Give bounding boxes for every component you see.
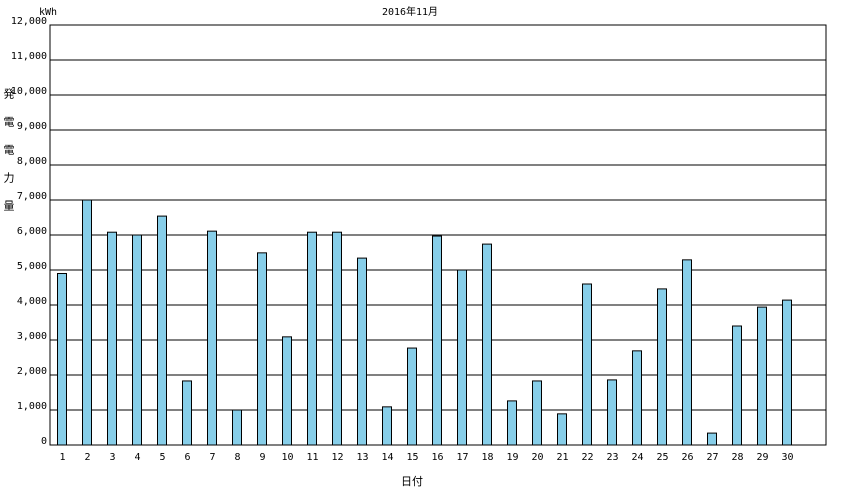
bar (532, 380, 542, 446)
unit-label: kWh (39, 7, 57, 18)
x-tick-label: 6 (184, 452, 190, 463)
bar (782, 299, 792, 446)
x-tick-label: 16 (431, 452, 443, 463)
x-tick-label: 8 (234, 452, 240, 463)
x-tick-label: 3 (109, 452, 115, 463)
x-tick-label: 22 (581, 452, 593, 463)
x-tick-label: 4 (134, 452, 140, 463)
bar (357, 257, 367, 446)
x-tick-label: 9 (259, 452, 265, 463)
x-tick-label: 28 (731, 452, 743, 463)
x-tick-label: 30 (781, 452, 793, 463)
x-tick-label: 25 (656, 452, 668, 463)
bar (457, 269, 467, 446)
bar (757, 306, 767, 446)
y-tick-label: 9,000 (17, 121, 47, 132)
bar (232, 409, 242, 446)
bar (282, 336, 292, 446)
bar (682, 259, 692, 446)
y-tick-label: 10,000 (11, 86, 47, 97)
x-tick-label: 12 (331, 452, 343, 463)
bar (132, 234, 142, 446)
x-tick-label: 1 (59, 452, 65, 463)
y-tick-label: 11,000 (11, 51, 47, 62)
bar (632, 350, 642, 446)
y-axis-label: 発電電力量 (2, 88, 15, 228)
bar (657, 288, 667, 446)
y-tick-label: 12,000 (11, 16, 47, 27)
y-tick-label: 2,000 (17, 366, 47, 377)
x-tick-label: 10 (281, 452, 293, 463)
bar (607, 379, 617, 446)
bar (257, 252, 267, 446)
x-tick-label: 20 (531, 452, 543, 463)
x-tick-label: 14 (381, 452, 393, 463)
x-tick-label: 19 (506, 452, 518, 463)
x-tick-label: 7 (209, 452, 215, 463)
bar (707, 432, 717, 446)
chart-title: 2016年11月 (382, 5, 438, 18)
bar (107, 231, 117, 446)
y-tick-label: 7,000 (17, 191, 47, 202)
bar (407, 347, 417, 446)
x-axis-label: 日付 (401, 475, 423, 488)
x-tick-label: 27 (706, 452, 718, 463)
bar (507, 400, 517, 446)
y-tick-label: 5,000 (17, 261, 47, 272)
bar (57, 273, 67, 446)
x-tick-label: 17 (456, 452, 468, 463)
x-tick-label: 13 (356, 452, 368, 463)
bar (482, 243, 492, 446)
bar (732, 325, 742, 446)
x-tick-label: 29 (756, 452, 768, 463)
y-tick-label: 1,000 (17, 401, 47, 412)
bar (432, 235, 442, 446)
x-tick-label: 21 (556, 452, 568, 463)
bar (582, 283, 592, 446)
bar (207, 230, 217, 446)
bar (332, 231, 342, 446)
bar (557, 413, 567, 446)
x-tick-label: 2 (84, 452, 90, 463)
x-tick-label: 24 (631, 452, 643, 463)
bar (382, 406, 392, 446)
y-tick-label: 4,000 (17, 296, 47, 307)
bar (82, 199, 92, 446)
x-tick-label: 23 (606, 452, 618, 463)
bar (307, 231, 317, 446)
x-tick-label: 18 (481, 452, 493, 463)
x-tick-label: 11 (306, 452, 318, 463)
x-tick-label: 5 (159, 452, 165, 463)
y-tick-label: 6,000 (17, 226, 47, 237)
y-tick-label: 3,000 (17, 331, 47, 342)
bar (182, 380, 192, 446)
y-tick-label: 0 (41, 436, 47, 447)
y-tick-label: 8,000 (17, 156, 47, 167)
bar (157, 215, 167, 446)
x-tick-label: 26 (681, 452, 693, 463)
x-tick-label: 15 (406, 452, 418, 463)
